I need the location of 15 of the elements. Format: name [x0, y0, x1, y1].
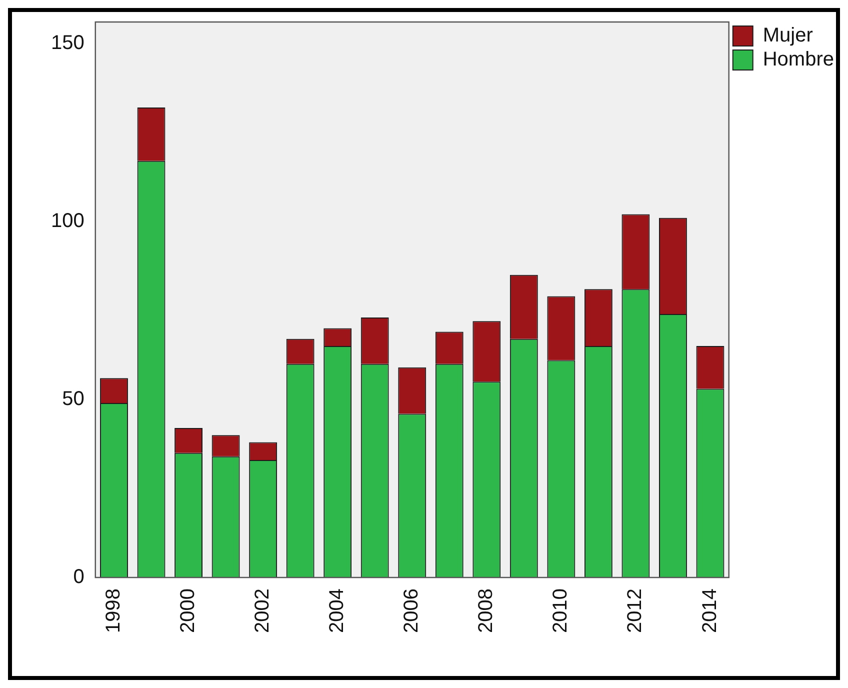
x-tick-label: 2010 [550, 588, 572, 634]
x-tick-label: 2002 [252, 588, 274, 634]
x-tick-label: 2014 [698, 588, 721, 634]
legend-label: Mujer [762, 24, 814, 47]
x-tick-label: 2004 [326, 588, 348, 634]
x-tick-label: 2006 [400, 588, 423, 634]
x-tick-label: 2000 [177, 588, 200, 634]
x-tick-label: 2008 [475, 588, 498, 634]
x-tick-label: 2012 [624, 588, 646, 634]
x-tick-label: 1998 [102, 588, 125, 634]
legend-label: Hombre [762, 48, 834, 71]
y-tick-label: 50 [62, 388, 84, 410]
y-tick-label: 150 [50, 32, 84, 54]
y-tick-label: 100 [50, 210, 84, 232]
y-tick-label: 0 [73, 566, 84, 588]
